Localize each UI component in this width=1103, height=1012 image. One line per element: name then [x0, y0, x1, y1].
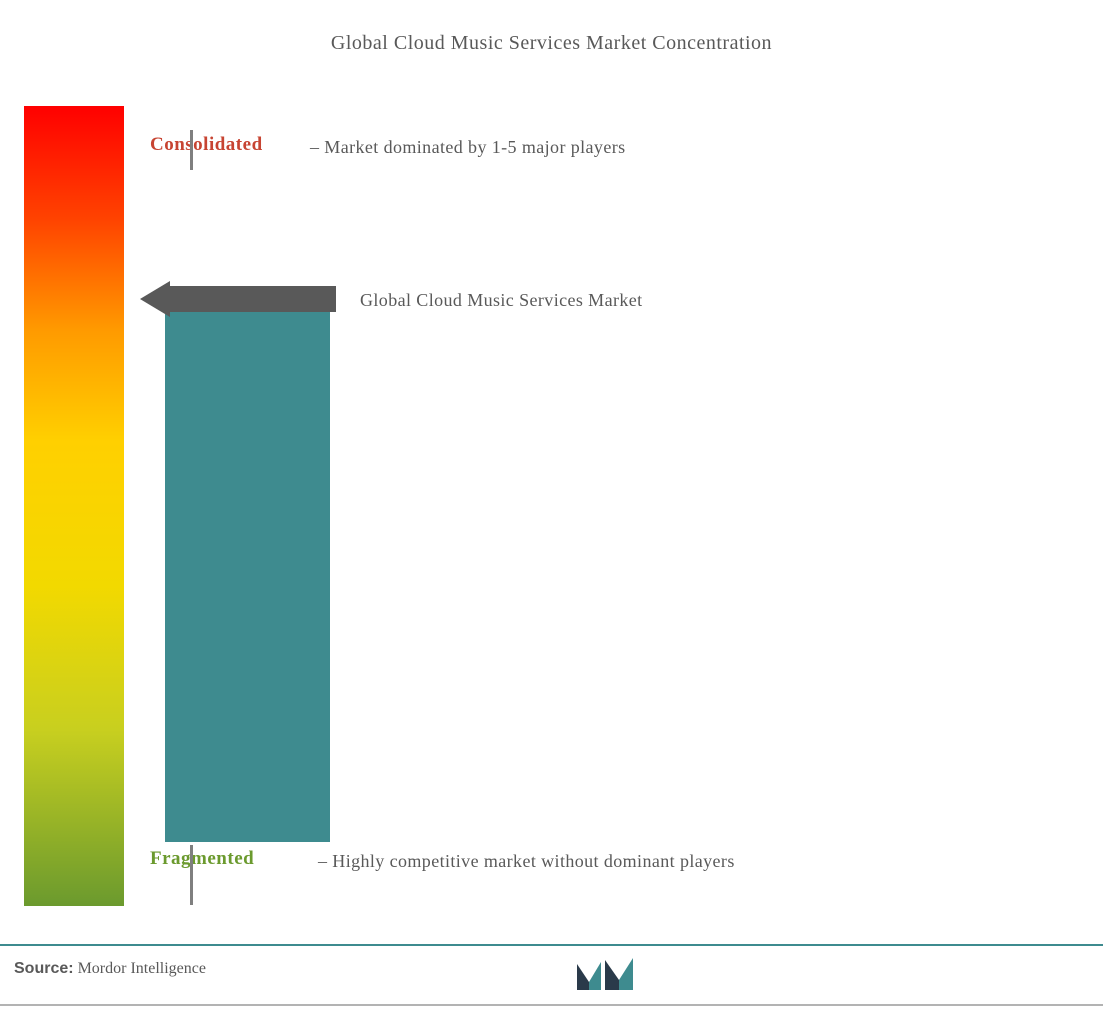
market-position-bar	[165, 300, 330, 842]
source-value: Mordor Intelligence	[78, 960, 206, 977]
scale-label-fragmented: Fragmented	[150, 848, 254, 870]
market-name-label: Global Cloud Music Services Market	[360, 290, 643, 311]
footer-divider-top	[0, 944, 1103, 946]
chart-title: Global Cloud Music Services Market Conce…	[0, 32, 1103, 55]
scale-desc-fragmented: – Highly competitive market without domi…	[318, 851, 735, 872]
footer-divider-bottom	[0, 1004, 1103, 1006]
tick-fragmented	[190, 845, 193, 905]
source-attribution: Source: Mordor Intelligence	[14, 960, 206, 978]
brand-logo-icon	[575, 952, 635, 990]
tick-consolidated	[190, 130, 193, 170]
scale-label-consolidated: Consolidated	[150, 134, 263, 156]
scale-desc-consolidated: – Market dominated by 1-5 major players	[310, 137, 626, 158]
source-label: Source:	[14, 960, 74, 977]
concentration-gradient-scale	[24, 106, 124, 906]
market-indicator-arrow	[140, 286, 340, 312]
arrow-shaft	[166, 286, 336, 312]
